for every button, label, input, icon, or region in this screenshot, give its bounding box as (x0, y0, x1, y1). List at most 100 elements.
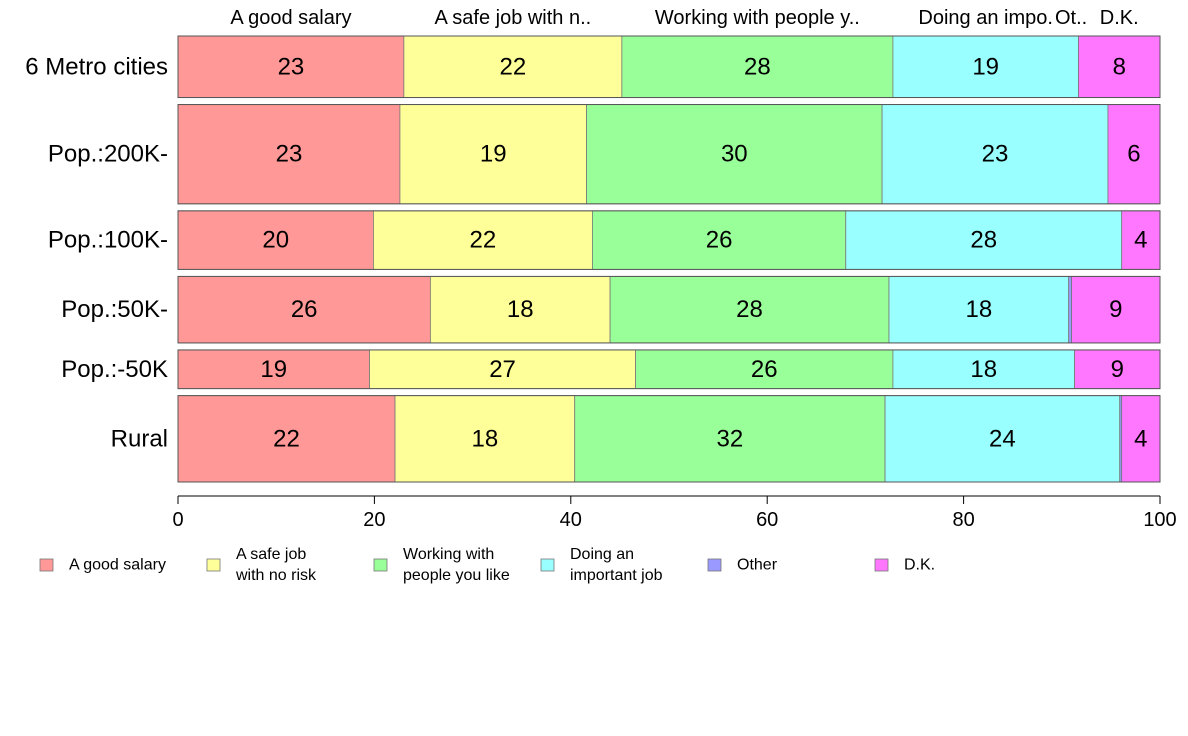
data-label: 20 (262, 227, 289, 254)
bar-segment (1071, 275, 1161, 344)
data-label: 23 (276, 141, 303, 168)
top-label: D.K. (1100, 7, 1139, 29)
bar-segment (592, 210, 847, 270)
category-label: Pop.:50K- (61, 296, 168, 323)
data-label: 23 (982, 141, 1009, 168)
data-label: 27 (489, 356, 516, 383)
x-tick-label: 40 (560, 509, 582, 531)
legend-item: D.K. (874, 557, 935, 574)
data-label: 26 (291, 296, 318, 323)
bar-segment (892, 35, 1079, 98)
legend-label: people you like (403, 567, 510, 584)
bar-segment (403, 35, 623, 98)
bar-segment (369, 349, 637, 390)
legend-item: Other (707, 557, 778, 574)
bar-segment (845, 210, 1123, 270)
bar-outline (177, 210, 1161, 270)
legend-swatch (206, 558, 221, 572)
category-label: Rural (111, 425, 168, 452)
bar-segment (399, 104, 587, 205)
data-label: 22 (500, 53, 527, 80)
bar-segment (574, 395, 886, 483)
legend-label: Working with (403, 546, 494, 563)
data-label: 19 (260, 356, 287, 383)
legend-item: Working with people you like (373, 546, 510, 584)
data-label: 9 (1111, 356, 1124, 383)
x-tick-label: 60 (756, 509, 778, 531)
data-label: 4 (1134, 425, 1147, 452)
bar-outline (177, 104, 1161, 205)
data-label: 18 (970, 356, 997, 383)
top-label: A good salary (230, 7, 351, 29)
data-label: 26 (751, 356, 778, 383)
bar-segment (1068, 275, 1073, 344)
data-label: 19 (972, 53, 999, 80)
bar-outline (177, 35, 1161, 99)
data-label: 32 (717, 425, 744, 452)
bar-outline (177, 395, 1161, 483)
bar-segment (888, 275, 1070, 344)
legend-swatch (707, 558, 722, 572)
legend-label: A safe job (236, 546, 306, 563)
bar-segment (373, 210, 593, 270)
data-label: 19 (480, 141, 507, 168)
top-label: A safe job with n.. (434, 7, 591, 29)
bar-row: 23 19 30 23 6 (177, 104, 1161, 205)
data-label: 18 (965, 296, 992, 323)
bar-outline (177, 349, 1161, 390)
data-label: 26 (706, 227, 733, 254)
top-label: Doing an impo. (918, 7, 1053, 29)
bar-segment (1074, 349, 1161, 390)
legend-swatch (39, 558, 54, 572)
data-label: 18 (507, 296, 534, 323)
category-label: 6 Metro cities (25, 53, 168, 80)
x-tick-label: 80 (952, 509, 974, 531)
bar-segment (1107, 104, 1161, 205)
bar-row: 26 18 28 18 9 (177, 275, 1161, 344)
top-labels: A good salary A safe job with n.. Working … (230, 7, 1138, 29)
data-label: 28 (744, 53, 771, 80)
category-label: Pop.:100K- (48, 227, 168, 254)
data-label: 23 (278, 53, 305, 80)
bars: 23 22 28 19 8 23 19 30 23 6 20 22 26 28 4 26 18 28 18 9 19 27… (177, 35, 1161, 483)
legend-label: A good salary (69, 557, 166, 574)
x-tick-label: 0 (172, 509, 183, 531)
bar-outline (177, 275, 1161, 344)
legend-label: Doing an (570, 546, 634, 563)
legend-swatch (874, 558, 889, 572)
bar-segment (177, 104, 401, 205)
bar-segment (881, 104, 1109, 205)
legend-swatch (373, 558, 388, 572)
data-label: 28 (736, 296, 763, 323)
bar-segment (1078, 35, 1161, 98)
data-label: 30 (721, 141, 748, 168)
category-label: Pop.:-50K (61, 356, 168, 383)
bar-segment (177, 275, 431, 344)
data-label: 22 (273, 425, 300, 452)
bar-segment (609, 275, 890, 344)
bar-segment (177, 35, 405, 98)
bar-segment (177, 349, 370, 390)
top-label: Ot.. (1055, 7, 1087, 29)
data-label: 24 (989, 425, 1016, 452)
x-axis: 0 20 40 60 80 100 (172, 495, 1177, 531)
legend-item: A safe job with no risk (206, 546, 317, 584)
x-tick-label: 20 (363, 509, 385, 531)
legend: A good salary A safe job with no risk Worki… (39, 546, 935, 584)
bar-segment (177, 210, 374, 270)
data-label: 6 (1127, 141, 1140, 168)
legend-label: important job (570, 567, 663, 584)
legend-item: A good salary (39, 557, 166, 574)
legend-label: D.K. (904, 557, 935, 574)
bar-row: 23 22 28 19 8 (177, 35, 1161, 99)
legend-label: with no risk (235, 567, 317, 584)
category-label: Pop.:200K- (48, 141, 168, 168)
bar-segment (1121, 210, 1161, 270)
bar-segment (586, 104, 883, 205)
bar-row: 20 22 26 28 4 (177, 210, 1161, 270)
data-label: 18 (472, 425, 499, 452)
bar-segment (892, 349, 1075, 390)
data-label: 22 (470, 227, 497, 254)
top-label: Working with people y.. (655, 7, 860, 29)
